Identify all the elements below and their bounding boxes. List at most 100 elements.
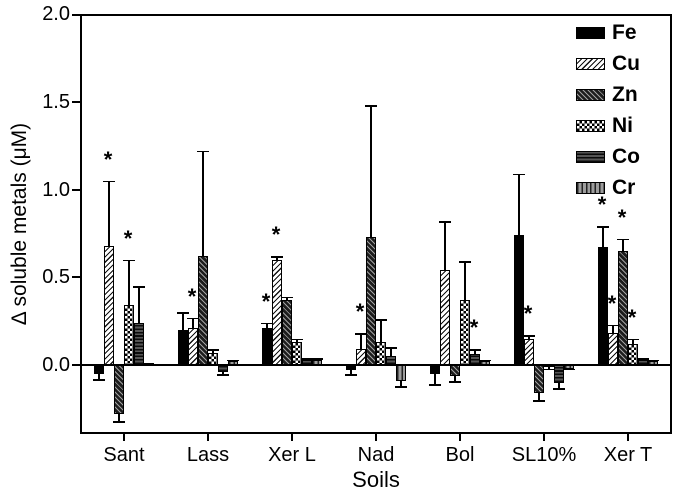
bar-zn-2 [198, 256, 208, 365]
error-cap [563, 368, 575, 371]
legend-label: Co [612, 145, 640, 168]
error-bar [138, 286, 140, 323]
error-cap [553, 387, 565, 390]
error-cap [647, 359, 659, 362]
bar-fe-1 [94, 365, 104, 374]
error-bar [118, 414, 120, 423]
error-cap [93, 379, 105, 381]
significance-asterisk: * [469, 315, 479, 341]
error-bar [558, 382, 560, 390]
error-bar [548, 366, 550, 371]
error-cap [365, 105, 377, 107]
error-bar [538, 393, 540, 402]
legend-label: Ni [612, 114, 633, 137]
error-cap [281, 296, 293, 299]
bar-cu-6 [524, 338, 534, 365]
legend: Fe Cu Zn Ni Co Cr [576, 17, 640, 203]
error-cap [513, 173, 525, 176]
bar-cr-2 [228, 361, 238, 365]
error-bar [400, 380, 402, 388]
error-bar [192, 317, 194, 329]
legend-item-zn: Zn [576, 79, 640, 110]
x-tick [543, 434, 545, 441]
error-cap [543, 368, 555, 371]
error-bar [612, 324, 614, 334]
solid-black-swatch [576, 26, 605, 39]
error-bar [266, 322, 268, 329]
bar-zn-7 [618, 250, 628, 365]
y-tick [72, 188, 80, 191]
x-category-label: Sant [103, 444, 145, 466]
bar-ni-7 [628, 343, 638, 365]
error-bar [222, 372, 224, 376]
error-bar [360, 333, 362, 350]
legend-label: Cu [612, 52, 640, 75]
error-cap [271, 256, 283, 258]
error-cap [439, 221, 451, 223]
error-cap [375, 319, 387, 321]
x-category-label: Lass [186, 444, 230, 466]
bar-cu-2 [188, 328, 198, 365]
error-cap [533, 400, 545, 402]
diagonal-up-light-swatch [576, 57, 605, 70]
bar-fe-5 [430, 365, 440, 374]
x-category-label: Bol [445, 444, 475, 466]
horizontal-stripes-dark-swatch [576, 150, 605, 163]
bar-co-3 [302, 359, 312, 365]
x-axis-title: Soils [352, 467, 400, 492]
error-cap [395, 386, 407, 388]
error-bar [528, 335, 530, 339]
legend-item-cu: Cu [576, 48, 640, 79]
error-bar [296, 338, 298, 343]
x-category-label: Nad [357, 444, 395, 466]
error-cap [207, 349, 219, 351]
significance-asterisk: * [187, 283, 197, 309]
legend-item-cr: Cr [576, 172, 640, 203]
legend-item-ni: Ni [576, 110, 640, 141]
bar-co-4 [386, 356, 396, 365]
error-bar [454, 375, 456, 383]
bar-ni-4 [376, 342, 386, 365]
x-tick [123, 434, 125, 441]
legend-item-co: Co [576, 141, 640, 172]
error-bar [276, 256, 278, 260]
bar-cr-4 [396, 365, 406, 381]
error-bar [182, 312, 184, 330]
significance-asterisk: * [123, 225, 133, 251]
bar-cr-6 [564, 365, 574, 369]
significance-asterisk: * [103, 146, 113, 172]
bar-cu-3 [272, 259, 282, 365]
y-tick [72, 100, 80, 103]
bar-fe-3 [262, 328, 272, 365]
error-cap [217, 373, 229, 376]
bar-fe-6 [514, 235, 524, 365]
bar-cr-1 [144, 363, 154, 366]
y-tick-label: 1.0 [42, 178, 70, 201]
error-cap [607, 324, 619, 327]
error-cap [301, 357, 313, 360]
bar-fe-2 [178, 329, 188, 365]
error-bar [464, 261, 466, 301]
error-cap [187, 317, 199, 320]
error-cap [197, 150, 209, 153]
bar-cu-4 [356, 349, 366, 365]
x-category-label: Xer T [603, 444, 653, 466]
significance-asterisk: * [597, 192, 607, 218]
error-cap [449, 380, 461, 383]
error-bar [128, 259, 130, 306]
y-tick [72, 14, 80, 16]
error-bar [108, 180, 110, 246]
error-bar [286, 296, 288, 301]
legend-label: Zn [612, 83, 638, 106]
x-tick [627, 434, 629, 441]
y-tick [72, 364, 80, 366]
bar-fe-4 [346, 365, 356, 371]
significance-asterisk: * [607, 290, 617, 316]
x-tick [459, 434, 461, 441]
vertical-stripes-gray-swatch [576, 181, 605, 194]
error-bar [632, 338, 634, 344]
x-tick [207, 434, 209, 441]
x-tick [375, 434, 377, 441]
error-bar [622, 238, 624, 251]
error-cap [311, 357, 323, 360]
